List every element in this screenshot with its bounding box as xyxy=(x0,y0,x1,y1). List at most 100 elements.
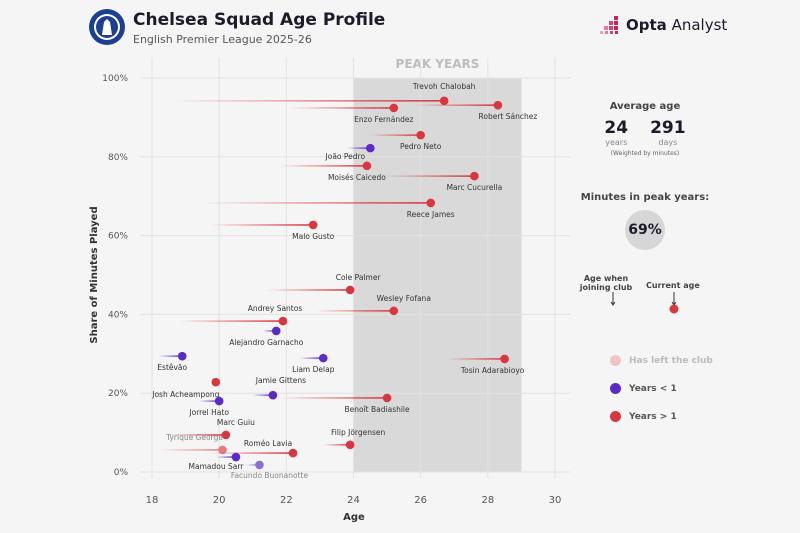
player-label: Tyrique George xyxy=(165,433,223,442)
join-age-line xyxy=(165,434,226,436)
average-age-title: Average age xyxy=(609,101,681,112)
opta-logo-icon xyxy=(600,16,618,34)
player-label: Liam Delap xyxy=(292,365,335,374)
legend-dot-icon xyxy=(610,383,621,394)
y-tick-label: 80% xyxy=(108,153,128,163)
x-tick-label: 20 xyxy=(213,495,226,506)
player-label: Wesley Fofana xyxy=(377,294,431,303)
player-label: Cole Palmer xyxy=(336,273,382,282)
join-age-line xyxy=(202,202,431,204)
player-dot xyxy=(231,452,241,462)
player-dot xyxy=(255,460,264,470)
peak-minutes-value: 69% xyxy=(628,222,662,238)
years-label: years xyxy=(605,138,628,147)
legend-label: Has left the club xyxy=(629,355,713,366)
y-tick-label: 40% xyxy=(108,310,128,320)
player-dot xyxy=(218,445,227,455)
y-tick-label: 20% xyxy=(108,389,128,399)
chart-subtitle: English Premier League 2025-26 xyxy=(133,33,312,46)
player-label: Pedro Neto xyxy=(400,142,442,151)
player-dot xyxy=(214,396,224,406)
join-age-line xyxy=(279,165,367,167)
key-diagram xyxy=(610,292,679,314)
x-axis-label: Age xyxy=(343,512,365,523)
player-label: Josh Acheampong xyxy=(151,390,219,399)
join-age-line xyxy=(262,330,277,332)
days-label: days xyxy=(658,138,678,147)
y-axis-label: Share of Minutes Played xyxy=(89,206,100,343)
join-age-line xyxy=(158,355,183,357)
player-dot xyxy=(308,220,318,230)
peak-minutes-title: Minutes in peak years: xyxy=(580,192,710,203)
join-age-line xyxy=(215,456,236,458)
player-dot xyxy=(271,326,281,336)
player-dot xyxy=(389,306,399,316)
player-dot xyxy=(288,448,298,458)
join-age-line xyxy=(252,394,273,396)
join-age-line xyxy=(266,289,351,291)
weighted-note: (Weighted by minutes) xyxy=(610,150,680,157)
x-tick-label: 30 xyxy=(549,495,562,506)
legend-label: Years > 1 xyxy=(629,411,677,422)
player-dot xyxy=(426,198,436,208)
join-age-line xyxy=(172,100,445,102)
legend-dot-icon xyxy=(610,411,621,422)
join-age-line xyxy=(299,357,324,359)
player-dot xyxy=(416,130,425,140)
join-age-line xyxy=(323,444,351,446)
legend-item: Years < 1 xyxy=(610,383,677,394)
player-dot xyxy=(177,351,187,361)
legend-label: Years < 1 xyxy=(629,383,677,394)
player-dot xyxy=(362,161,372,171)
player-label: Facundo Buonanotte xyxy=(231,471,309,480)
player-label: Marc Cucurella xyxy=(447,183,503,192)
player-label: Andrey Santos xyxy=(248,304,303,313)
legend-item: Has left the club xyxy=(610,355,713,366)
player-label: Malo Gusto xyxy=(292,232,335,241)
player-label: Estêvão xyxy=(157,363,187,372)
key-current-label: Current age xyxy=(646,281,700,290)
player-label: Tosin Adarabioyo xyxy=(460,366,525,375)
player-label: Marc Guiu xyxy=(217,418,255,427)
player-dot xyxy=(345,440,355,450)
player-dot xyxy=(439,96,449,106)
peak-minutes-panel: Minutes in peak years: 69% xyxy=(570,192,720,250)
join-age-line xyxy=(447,358,505,360)
player-label: Reece James xyxy=(407,210,455,219)
join-age-line xyxy=(199,400,220,402)
join-age-line xyxy=(246,464,260,466)
player-label: Benoît Badiashile xyxy=(345,405,411,414)
player-label: Roméo Lavia xyxy=(244,439,292,448)
player-dot xyxy=(500,354,509,364)
x-tick-label: 18 xyxy=(146,495,159,506)
chart-title: Chelsea Squad Age Profile xyxy=(133,10,386,30)
y-tick-label: 100% xyxy=(102,74,128,84)
join-age-line xyxy=(289,107,394,109)
opta-analyst-logo: Opta Analyst xyxy=(600,16,727,34)
player-dot xyxy=(318,353,328,363)
x-tick-label: 28 xyxy=(481,495,494,506)
player-label: Robert Sánchez xyxy=(479,112,538,121)
player-label: Moisés Caicedo xyxy=(328,173,386,182)
join-age-line xyxy=(209,224,314,226)
join-age-line xyxy=(413,104,498,106)
player-label: Alejandro Garnacho xyxy=(229,338,303,347)
player-dot xyxy=(221,430,231,440)
x-tick-label: 26 xyxy=(414,495,427,506)
join-age-line xyxy=(279,397,388,399)
key-join-label: Age when joining club xyxy=(579,274,633,292)
join-age-line xyxy=(178,320,283,322)
player-label: Enzo Fernández xyxy=(354,115,413,124)
y-tick-label: 0% xyxy=(114,468,129,478)
player-label: Mamadou Sarr xyxy=(189,462,245,471)
player-dot xyxy=(389,103,399,113)
join-age-line xyxy=(316,310,394,312)
player-label: Trevoh Chalobah xyxy=(412,82,476,91)
player-label: João Pedro xyxy=(325,152,366,161)
y-tick-label: 60% xyxy=(108,232,128,242)
join-age-line xyxy=(158,449,223,451)
join-age-line xyxy=(383,175,475,177)
player-dot xyxy=(365,143,375,153)
chelsea-crest-logo xyxy=(89,9,125,45)
